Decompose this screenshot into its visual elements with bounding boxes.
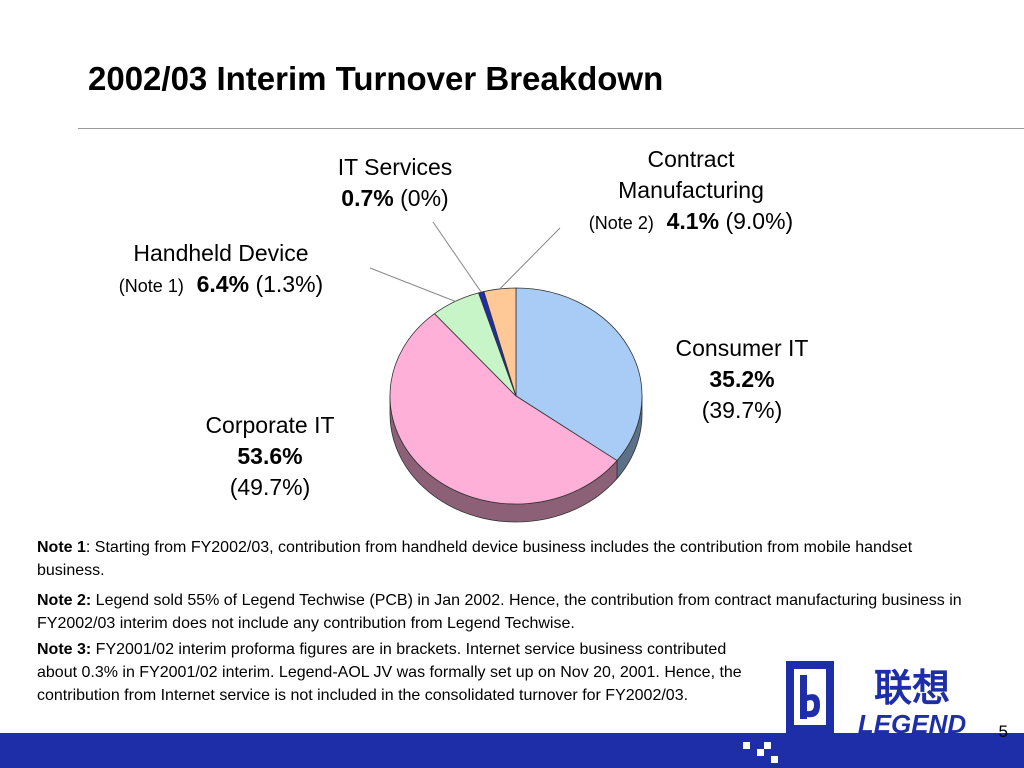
label-handheld-values: (Note 1) 6.4% (1.3%) (92, 269, 350, 302)
label-contract-manufacturing: Contract Manufacturing (Note 2) 4.1% (9.… (560, 144, 822, 239)
label-corporate-value: 53.6% (237, 443, 303, 469)
label-corporate-prior: (49.7%) (229, 474, 311, 500)
note-3-label: Note 3: (37, 641, 92, 658)
note-1: Note 1: Starting from FY2002/03, contrib… (37, 536, 967, 582)
label-contract-prior: (9.0%) (725, 208, 794, 234)
leader-line-4 (499, 227, 561, 290)
label-corporate-it: Corporate IT 53.6% (49.7%) (180, 410, 360, 503)
label-contract-name2: Manufacturing (618, 177, 764, 203)
note-2: Note 2: Legend sold 55% of Legend Techwi… (37, 589, 977, 635)
label-contract-value: 4.1% (666, 208, 720, 234)
label-handheld-note: (Note 1) (118, 276, 184, 296)
note-1-text: : Starting from FY2002/03, contribution … (37, 539, 913, 579)
legend-logo: 联想 LEGEND (786, 661, 967, 737)
footer-bar (0, 733, 1024, 768)
note-1-label: Note 1 (37, 539, 86, 556)
label-consumer-name: Consumer IT (675, 335, 809, 361)
note-2-text: Legend sold 55% of Legend Techwise (PCB)… (37, 592, 962, 632)
leader-line-3 (432, 221, 482, 293)
pie-slice-corporate-it (389, 313, 618, 505)
label-it-services-prior: (0%) (400, 185, 449, 211)
label-contract-note: (Note 2) (588, 213, 654, 233)
logo-english: LEGEND (858, 709, 967, 737)
pie-slice-consumer-it (515, 287, 643, 462)
label-contract-name1: Contract (647, 146, 735, 172)
note-2-label: Note 2: (37, 592, 92, 609)
label-it-services-name: IT Services (337, 154, 453, 180)
label-handheld-value: 6.4% (196, 271, 250, 297)
note-3-text: FY2001/02 interim proforma figures are i… (37, 641, 742, 704)
pie-slice-contract-manufacturing (483, 287, 517, 397)
label-corporate-name: Corporate IT (205, 412, 335, 438)
title-divider (78, 128, 1024, 129)
label-it-services-values: 0.7% (0%) (315, 183, 475, 214)
label-handheld-prior: (1.3%) (255, 271, 324, 297)
leader-line-2 (369, 267, 456, 302)
label-consumer-prior: (39.7%) (701, 397, 783, 423)
note-3: Note 3: FY2001/02 interim proforma figur… (37, 638, 752, 707)
label-consumer-value: 35.2% (709, 366, 775, 392)
footer-decoration (736, 742, 743, 749)
label-handheld-device: Handheld Device (Note 1) 6.4% (1.3%) (92, 238, 350, 302)
page-number: 5 (998, 722, 1008, 741)
label-it-services: IT Services 0.7% (0%) (315, 152, 475, 214)
label-it-services-value: 0.7% (341, 185, 394, 211)
label-handheld-name: Handheld Device (133, 240, 309, 266)
label-consumer-it: Consumer IT 35.2% (39.7%) (652, 333, 832, 426)
label-contract-values: (Note 2) 4.1% (9.0%) (560, 206, 822, 239)
slide-title: 2002/03 Interim Turnover Breakdown (88, 60, 664, 97)
logo-chinese: 联想 (874, 666, 950, 710)
